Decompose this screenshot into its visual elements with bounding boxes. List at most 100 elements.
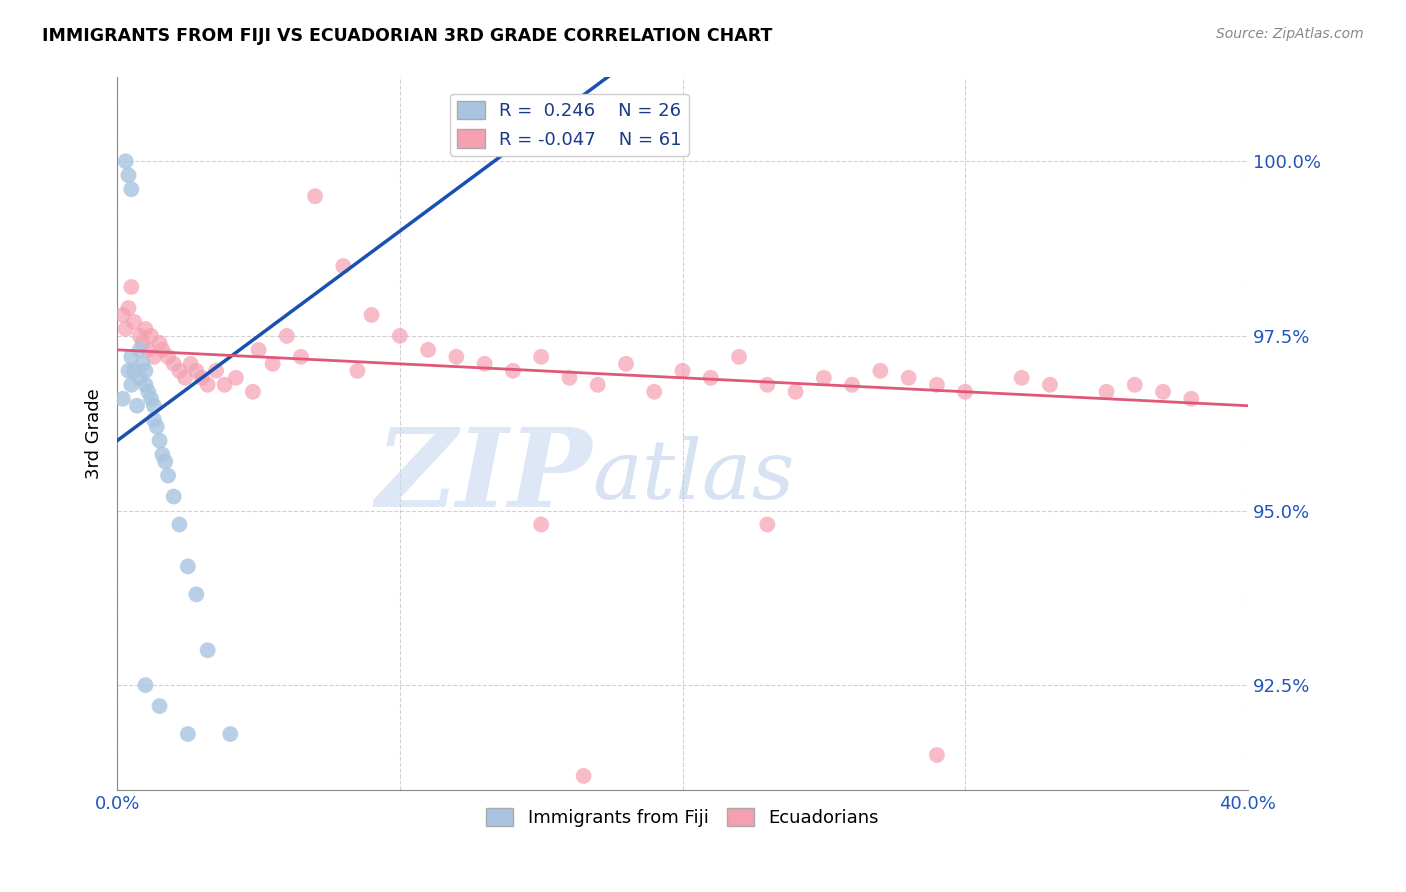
Point <box>558 371 581 385</box>
Point <box>530 350 553 364</box>
Point <box>120 350 142 364</box>
Point <box>169 517 191 532</box>
Point <box>242 384 264 399</box>
Point <box>139 329 162 343</box>
Point <box>186 364 208 378</box>
Point <box>139 392 162 406</box>
Point <box>841 377 863 392</box>
Point <box>572 769 595 783</box>
Point <box>155 455 177 469</box>
Text: Source: ZipAtlas.com: Source: ZipAtlas.com <box>1216 27 1364 41</box>
Point <box>180 357 202 371</box>
Point <box>163 490 186 504</box>
Point <box>446 350 468 364</box>
Point <box>142 413 165 427</box>
Point <box>219 727 242 741</box>
Point <box>785 384 807 399</box>
Point <box>128 343 150 357</box>
Point <box>197 377 219 392</box>
Point <box>117 168 139 182</box>
Point <box>149 335 172 350</box>
Point <box>1095 384 1118 399</box>
Text: IMMIGRANTS FROM FIJI VS ECUADORIAN 3RD GRADE CORRELATION CHART: IMMIGRANTS FROM FIJI VS ECUADORIAN 3RD G… <box>42 27 772 45</box>
Point <box>134 322 156 336</box>
Point <box>157 468 180 483</box>
Point <box>149 699 172 714</box>
Point <box>120 280 142 294</box>
Point <box>114 154 136 169</box>
Point <box>869 364 891 378</box>
Point <box>953 384 976 399</box>
Point <box>671 364 693 378</box>
Point <box>117 364 139 378</box>
Point <box>120 182 142 196</box>
Point <box>142 350 165 364</box>
Point <box>122 364 145 378</box>
Point <box>136 343 159 357</box>
Point <box>186 587 208 601</box>
Point <box>169 364 191 378</box>
Point <box>111 308 134 322</box>
Point <box>177 559 200 574</box>
Point <box>214 377 236 392</box>
Text: atlas: atlas <box>592 436 794 516</box>
Point <box>728 350 751 364</box>
Point <box>756 377 779 392</box>
Point <box>360 308 382 322</box>
Point <box>262 357 284 371</box>
Point <box>1039 377 1062 392</box>
Y-axis label: 3rd Grade: 3rd Grade <box>86 388 103 479</box>
Point <box>131 357 153 371</box>
Point <box>205 364 228 378</box>
Point <box>756 517 779 532</box>
Point <box>614 357 637 371</box>
Point <box>388 329 411 343</box>
Point <box>163 357 186 371</box>
Point <box>152 448 174 462</box>
Point <box>128 371 150 385</box>
Point <box>925 747 948 762</box>
Point <box>1011 371 1033 385</box>
Point <box>1152 384 1174 399</box>
Point <box>131 335 153 350</box>
Point <box>332 259 354 273</box>
Point <box>134 364 156 378</box>
Point <box>586 377 609 392</box>
Point <box>290 350 312 364</box>
Text: ZIP: ZIP <box>375 423 592 530</box>
Point <box>416 343 439 357</box>
Point <box>122 315 145 329</box>
Point <box>304 189 326 203</box>
Point <box>177 727 200 741</box>
Point <box>225 371 247 385</box>
Point <box>145 419 167 434</box>
Point <box>134 678 156 692</box>
Point <box>474 357 496 371</box>
Point <box>276 329 298 343</box>
Point <box>111 392 134 406</box>
Point <box>128 329 150 343</box>
Point <box>142 399 165 413</box>
Point <box>149 434 172 448</box>
Point <box>191 371 214 385</box>
Point <box>502 364 524 378</box>
Point <box>152 343 174 357</box>
Point <box>897 371 920 385</box>
Point <box>117 301 139 315</box>
Point <box>346 364 368 378</box>
Point <box>174 371 197 385</box>
Point <box>1123 377 1146 392</box>
Point <box>114 322 136 336</box>
Point <box>813 371 835 385</box>
Point <box>157 350 180 364</box>
Point <box>134 377 156 392</box>
Point <box>643 384 665 399</box>
Point <box>1180 392 1202 406</box>
Point <box>247 343 270 357</box>
Point <box>125 399 148 413</box>
Point <box>120 377 142 392</box>
Point <box>925 377 948 392</box>
Point <box>530 517 553 532</box>
Legend: Immigrants from Fiji, Ecuadorians: Immigrants from Fiji, Ecuadorians <box>479 800 886 834</box>
Point <box>700 371 723 385</box>
